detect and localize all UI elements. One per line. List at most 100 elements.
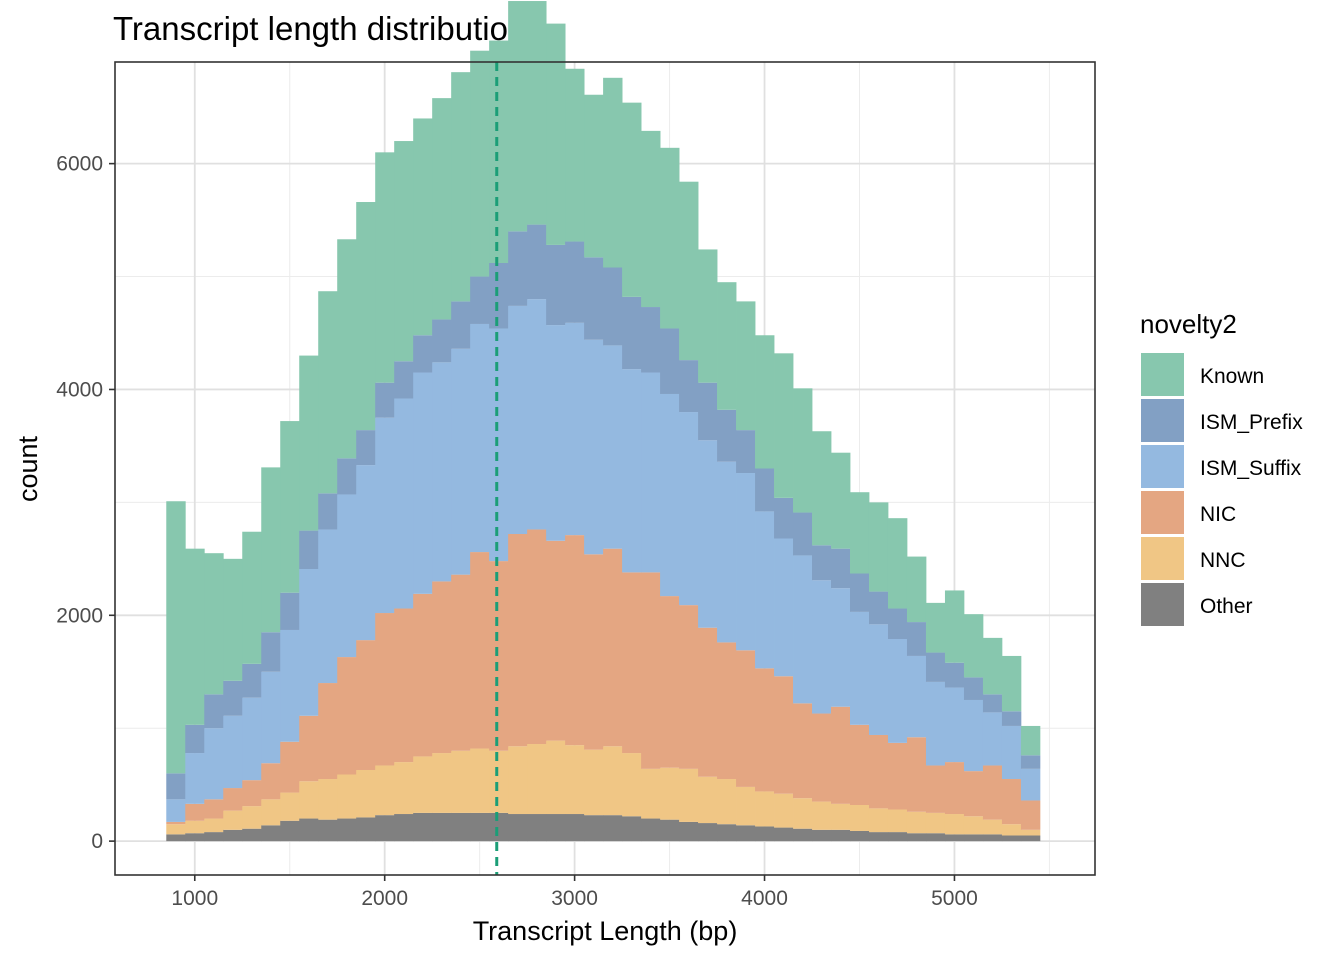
bar-other <box>356 817 376 842</box>
bar-ism-suffix <box>793 555 813 704</box>
bar-ism-suffix <box>261 671 281 764</box>
bar-other <box>717 824 737 842</box>
bar-ism-suffix <box>223 715 243 789</box>
bar-nnc <box>337 774 357 819</box>
bar-ism-suffix <box>774 538 794 677</box>
bar-ism-prefix <box>166 773 186 800</box>
y-tick-label: 0 <box>91 830 103 853</box>
bar-ism-prefix <box>698 382 718 441</box>
bar-other <box>963 834 984 842</box>
bar-nic <box>944 762 965 815</box>
bar-nnc <box>717 779 737 825</box>
bar-known <box>470 50 490 277</box>
bar-nic <box>679 605 699 769</box>
bar-nic <box>204 799 224 819</box>
bar-ism-prefix <box>470 276 490 324</box>
bar-known <box>793 388 813 513</box>
bar-known <box>527 1 547 225</box>
bar-nic <box>850 724 870 805</box>
bar-ism-prefix <box>546 244 566 326</box>
bar-other <box>812 829 832 842</box>
legend-swatch <box>1141 583 1184 626</box>
bar-known <box>698 249 718 383</box>
bar-nnc <box>470 748 490 813</box>
bar-known <box>413 118 433 336</box>
bar-other <box>413 812 433 842</box>
bar-nic <box>223 788 243 811</box>
bar-other <box>774 827 794 842</box>
bar-other <box>166 834 186 842</box>
bar-ism-suffix <box>546 325 566 541</box>
legend-swatch <box>1141 399 1184 442</box>
bar-nnc <box>603 746 623 816</box>
bar-known <box>242 531 262 664</box>
bar-known <box>717 282 737 410</box>
chart-title: Transcript length distribution <box>113 10 526 47</box>
bar-ism-prefix <box>318 493 338 530</box>
bar-other <box>944 834 965 842</box>
bar-nnc <box>508 746 528 815</box>
bar-nic <box>698 627 718 777</box>
bar-ism-prefix <box>432 319 452 363</box>
bar-ism-suffix <box>1020 768 1041 801</box>
legend-label: ISM_Prefix <box>1200 411 1303 434</box>
bar-other <box>451 812 471 842</box>
bar-nic <box>603 548 623 747</box>
bar-known <box>1001 655 1022 712</box>
bar-ism-prefix <box>242 663 262 698</box>
bar-ism-suffix <box>356 465 376 641</box>
bar-ism-suffix <box>679 412 699 606</box>
bar-nnc <box>299 781 319 819</box>
bar-nic <box>394 608 414 763</box>
plot-border <box>114 61 1096 876</box>
x-tick-label: 4000 <box>741 887 788 910</box>
bar-other <box>1001 835 1022 842</box>
bar-known <box>850 492 870 574</box>
bar-other <box>223 829 243 842</box>
bar-ism-suffix <box>394 398 414 609</box>
bar-ism-suffix <box>906 655 927 738</box>
bar-ism-suffix <box>166 799 186 822</box>
bar-nic <box>717 642 737 780</box>
bar-ism-suffix <box>887 639 908 743</box>
bar-ism-prefix <box>660 328 680 394</box>
bar-nnc <box>261 799 281 826</box>
bar-known <box>736 301 756 431</box>
bar-known <box>1020 725 1041 756</box>
y-axis-title: count <box>13 435 43 502</box>
y-axis: 0 2000 4000 6000 <box>56 153 115 853</box>
bar-other <box>280 820 300 842</box>
bar-other <box>906 833 927 842</box>
bar-ism-prefix <box>413 335 433 373</box>
bar-ism-prefix <box>774 497 794 539</box>
bar-nic <box>242 780 262 807</box>
bar-known <box>641 130 661 308</box>
bar-nic <box>337 657 357 775</box>
bar-ism-prefix <box>755 468 775 512</box>
bar-ism-prefix <box>887 608 908 640</box>
bar-other <box>982 834 1003 842</box>
bar-ism-prefix <box>1020 755 1041 769</box>
bar-other <box>660 819 680 842</box>
bar-nnc <box>242 806 262 829</box>
bar-ism-prefix <box>185 724 205 754</box>
bar-nic <box>641 572 661 769</box>
bar-other <box>831 829 851 842</box>
x-axis: 1000 2000 3000 4000 5000 <box>171 875 978 910</box>
bar-nnc <box>887 809 908 833</box>
bar-nic <box>1020 800 1041 830</box>
bar-nnc <box>925 812 946 834</box>
bar-ism-suffix <box>470 323 490 553</box>
bar-nnc <box>1001 824 1022 836</box>
bar-other <box>337 818 357 842</box>
bar-known <box>451 72 471 302</box>
bar-other <box>204 832 224 842</box>
bar-ism-prefix <box>831 548 851 589</box>
bar-known <box>204 553 224 695</box>
bar-nic <box>261 763 281 800</box>
bar-nnc <box>698 776 718 824</box>
bar-ism-prefix <box>793 512 813 556</box>
bar-nic <box>793 703 813 799</box>
bar-known <box>831 452 851 549</box>
bar-known <box>546 23 566 245</box>
